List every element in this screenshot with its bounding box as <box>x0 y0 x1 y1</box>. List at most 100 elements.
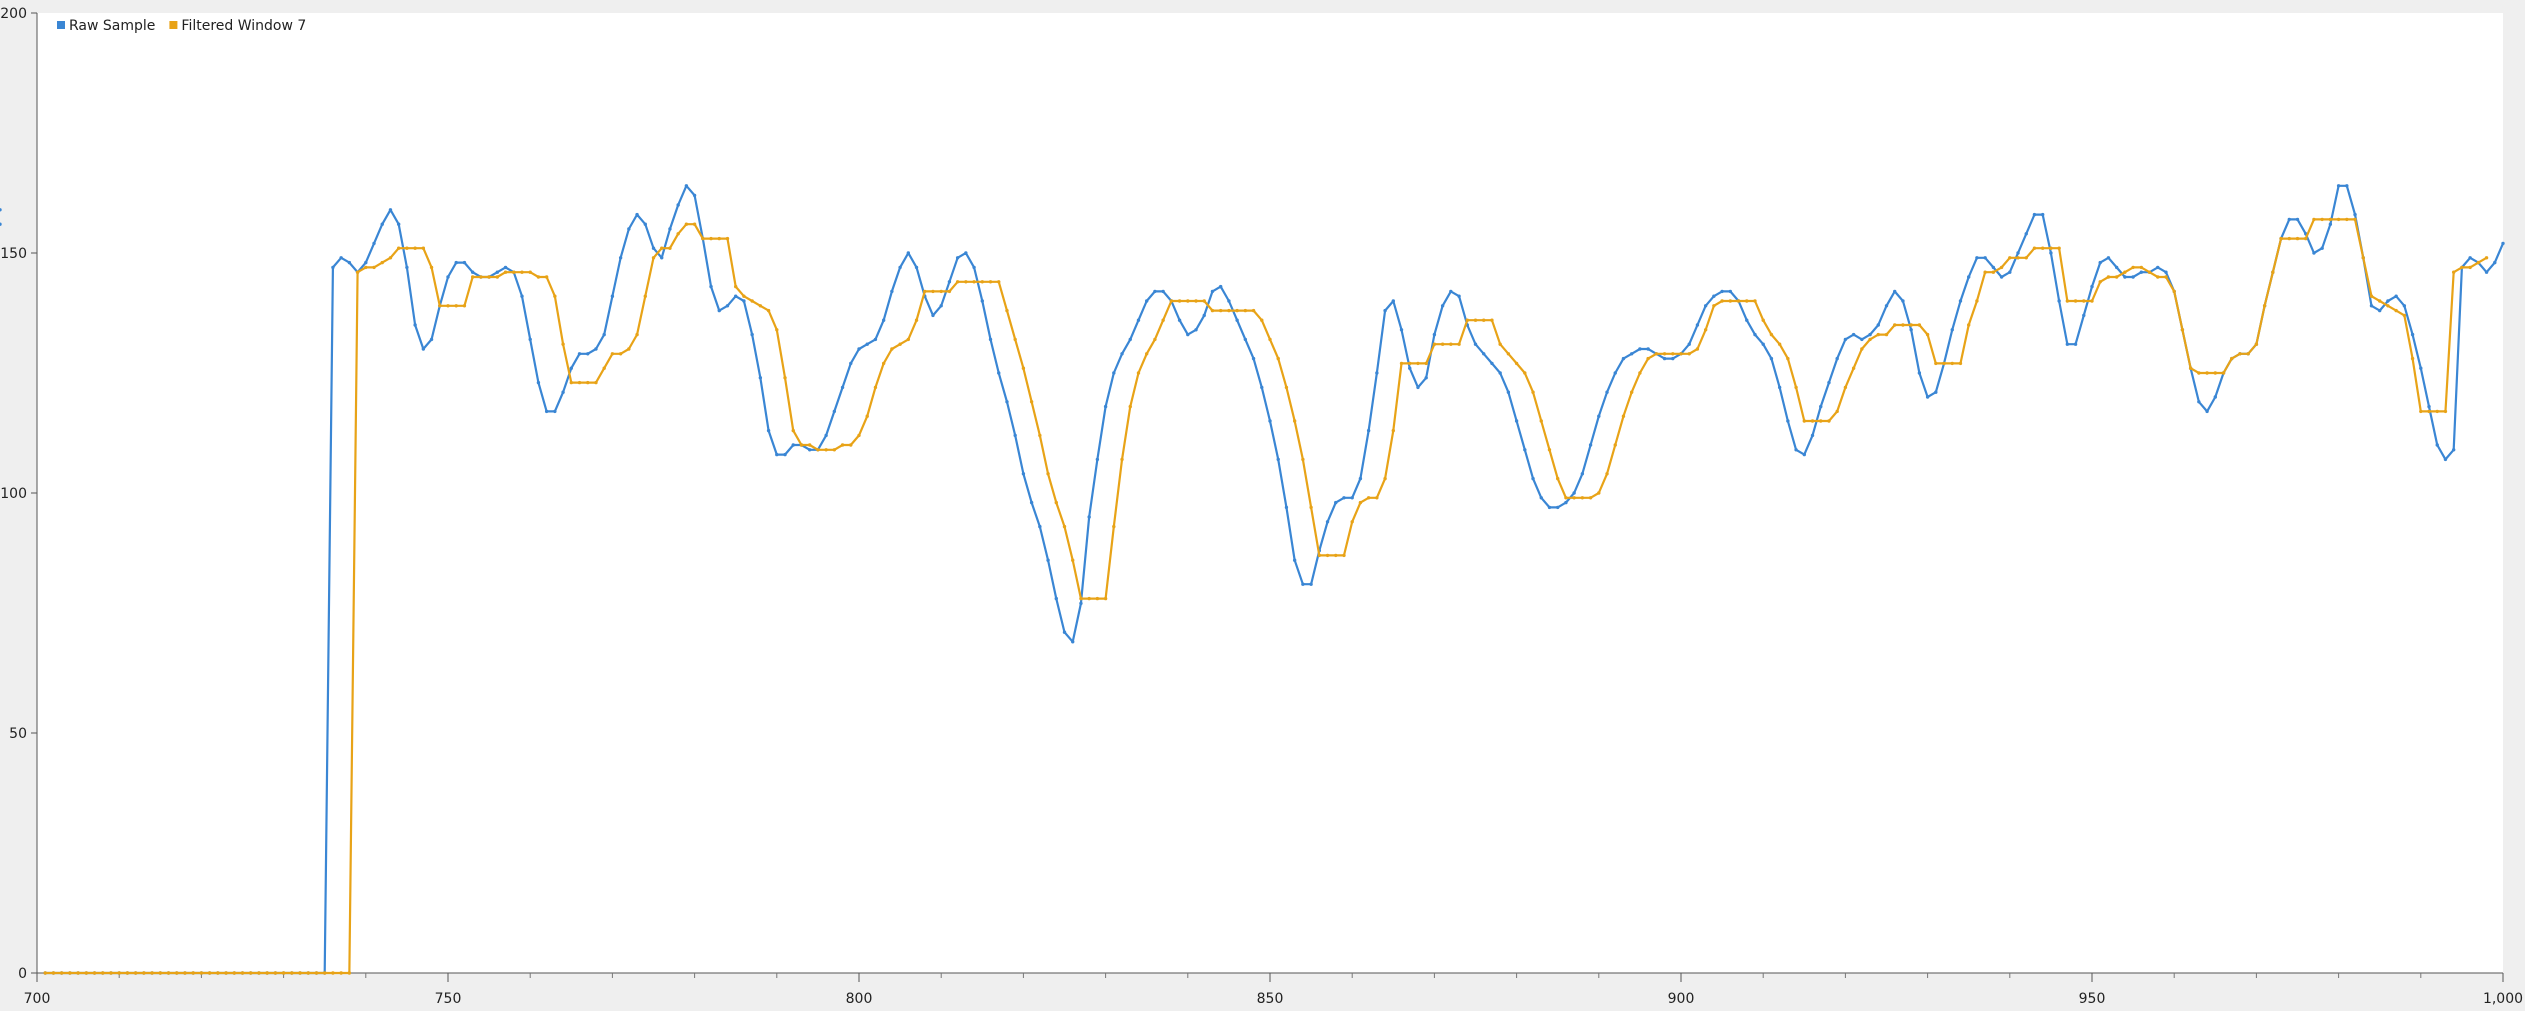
data-point <box>495 275 500 279</box>
data-point <box>1177 318 1182 322</box>
data-point <box>1243 337 1248 342</box>
data-point <box>1556 505 1560 510</box>
data-point <box>2304 236 2308 241</box>
data-point <box>972 280 976 284</box>
data-point <box>2016 256 2020 260</box>
data-point <box>2468 256 2472 260</box>
data-point <box>734 294 738 298</box>
data-point <box>2378 308 2382 313</box>
data-point <box>1769 332 1774 337</box>
data-point <box>405 265 409 270</box>
data-point <box>2328 217 2333 222</box>
data-point <box>750 332 754 337</box>
data-point <box>1794 385 1798 390</box>
data-point <box>692 222 697 226</box>
data-point <box>1186 332 1190 337</box>
data-point <box>438 304 442 308</box>
data-point <box>512 270 516 274</box>
data-point <box>2123 270 2127 274</box>
data-point <box>1062 524 1067 529</box>
data-point <box>873 337 878 342</box>
data-point <box>766 428 771 433</box>
data-point <box>101 971 105 975</box>
data-point <box>331 971 335 975</box>
data-point <box>1482 352 1486 356</box>
data-point <box>758 304 763 308</box>
data-point <box>849 361 853 366</box>
data-point <box>939 289 943 294</box>
data-point <box>1506 352 1511 356</box>
data-point <box>750 299 754 303</box>
data-point <box>528 337 532 342</box>
data-point <box>2476 260 2481 265</box>
data-point <box>1325 553 1330 558</box>
data-point <box>610 294 615 298</box>
data-point <box>1605 390 1609 394</box>
data-point <box>2065 342 2070 346</box>
data-point <box>972 265 976 270</box>
data-point <box>1342 496 1346 500</box>
data-point <box>873 385 878 390</box>
data-point <box>988 337 993 342</box>
data-point <box>1514 361 1519 366</box>
data-point <box>1153 289 1157 294</box>
data-point <box>142 971 146 975</box>
data-point <box>1391 428 1396 433</box>
data-point <box>1728 289 1733 294</box>
data-point <box>2336 217 2341 222</box>
data-point <box>1983 256 1987 260</box>
data-point <box>429 337 434 342</box>
data-point <box>668 227 672 231</box>
data-point <box>1227 299 1231 303</box>
data-point <box>84 971 89 975</box>
data-point <box>1646 356 1650 361</box>
data-point <box>2082 299 2086 303</box>
data-point <box>43 971 47 975</box>
data-point <box>2090 284 2094 289</box>
data-point <box>1909 323 1913 327</box>
data-point <box>1884 304 1889 308</box>
data-point <box>2221 371 2226 375</box>
data-point <box>1802 452 1807 457</box>
data-point <box>1794 448 1798 452</box>
data-point <box>1465 318 1469 322</box>
data-point <box>2197 400 2201 404</box>
data-point <box>1046 558 1050 562</box>
data-point <box>1662 352 1667 356</box>
data-point <box>2287 217 2291 222</box>
data-point <box>347 260 352 265</box>
data-point <box>2205 409 2209 414</box>
axes: 0 50 100 150 200 700 750 800 850 900 950 1,000 <box>0 6 2523 1007</box>
data-point <box>2369 304 2374 308</box>
data-point <box>372 241 376 246</box>
data-point <box>1950 328 1954 332</box>
data-point <box>2098 260 2102 265</box>
data-point <box>890 289 894 294</box>
data-point <box>2098 280 2102 284</box>
data-point <box>1580 496 1585 500</box>
data-point <box>1309 505 1313 510</box>
data-point <box>1638 371 1642 375</box>
data-point <box>364 265 368 270</box>
data-point <box>1860 347 1864 351</box>
data-point <box>1383 308 1387 313</box>
data-point <box>2394 294 2398 298</box>
plot-area <box>37 13 2503 973</box>
legend-swatch <box>169 21 178 29</box>
data-point <box>1153 337 1157 342</box>
data-point <box>396 222 401 226</box>
data-point <box>832 448 837 452</box>
data-point <box>775 452 779 457</box>
data-point <box>421 347 426 351</box>
data-point <box>1597 414 1601 418</box>
data-point <box>1260 318 1264 322</box>
data-point <box>914 265 919 270</box>
data-point <box>1736 299 1741 303</box>
data-point <box>553 294 557 298</box>
data-point <box>709 284 713 289</box>
series-raw-sample <box>0 184 2505 975</box>
data-point <box>988 280 993 284</box>
data-point <box>1136 371 1141 375</box>
data-point <box>1449 342 1453 346</box>
